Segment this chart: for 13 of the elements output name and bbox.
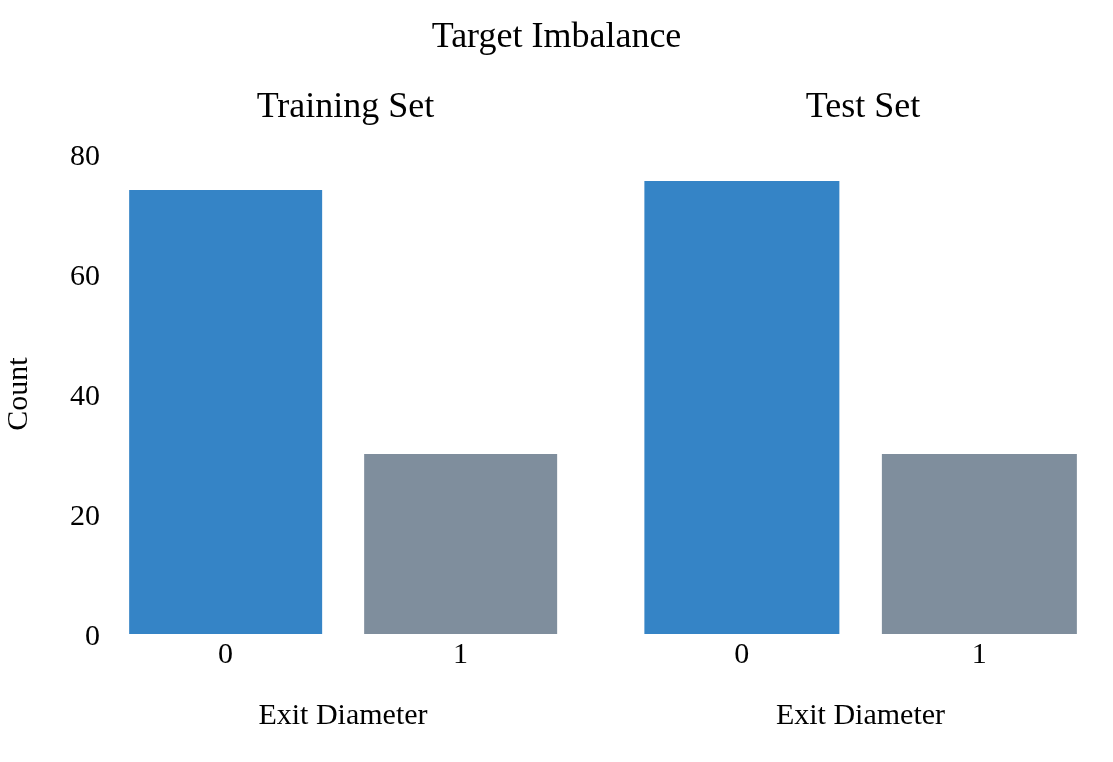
y-tick-label: 60	[70, 257, 100, 291]
x-tick-label: 1	[971, 636, 987, 670]
x-axis-title: Exit Diameter	[258, 697, 428, 730]
chart-title: Training Set	[255, 84, 436, 127]
x-axis-title: Exit Diameter	[775, 697, 946, 730]
x-tick-label: 0	[734, 636, 750, 670]
text: Target Imbalance	[430, 14, 683, 56]
y-tick-label: 40	[70, 377, 100, 411]
x-tick-label: 1	[453, 636, 468, 670]
chart-title: Test Set	[804, 84, 922, 127]
y-tick-label: 80	[70, 137, 100, 171]
y-tick-label: 20	[70, 497, 100, 531]
x-tick-label: 0	[218, 636, 233, 670]
